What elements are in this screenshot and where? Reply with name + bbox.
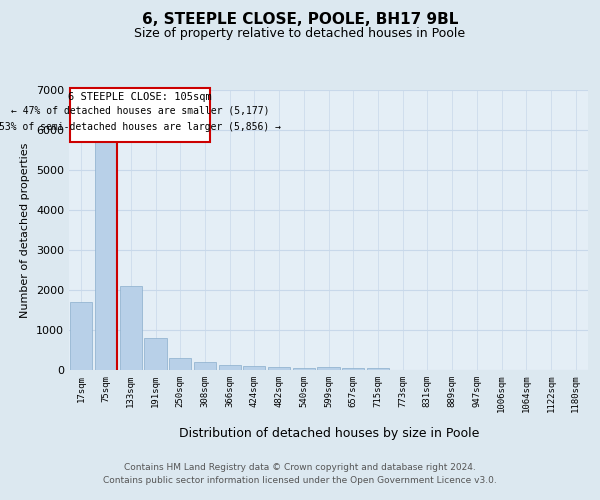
Bar [95,138,117,370]
Text: ← 47% of detached houses are smaller (5,177): ← 47% of detached houses are smaller (5,… [11,106,269,116]
Bar [145,338,167,370]
Bar [243,366,265,370]
Text: Contains public sector information licensed under the Open Government Licence v3: Contains public sector information licen… [103,476,497,485]
Text: Size of property relative to detached houses in Poole: Size of property relative to detached ho… [134,28,466,40]
Bar [317,367,340,370]
Bar [70,302,92,370]
Bar [293,368,315,370]
Bar [367,368,389,370]
Text: 53% of semi-detached houses are larger (5,856) →: 53% of semi-detached houses are larger (… [0,122,281,132]
Y-axis label: Number of detached properties: Number of detached properties [20,142,31,318]
Text: 6, STEEPLE CLOSE, POOLE, BH17 9BL: 6, STEEPLE CLOSE, POOLE, BH17 9BL [142,12,458,28]
FancyBboxPatch shape [70,88,210,142]
Bar [342,368,364,370]
Bar [218,365,241,370]
Bar [194,362,216,370]
Bar [119,286,142,370]
Text: Distribution of detached houses by size in Poole: Distribution of detached houses by size … [179,428,479,440]
Bar [268,367,290,370]
Text: Contains HM Land Registry data © Crown copyright and database right 2024.: Contains HM Land Registry data © Crown c… [124,462,476,471]
Text: 6 STEEPLE CLOSE: 105sqm: 6 STEEPLE CLOSE: 105sqm [68,92,212,102]
Bar [169,358,191,370]
